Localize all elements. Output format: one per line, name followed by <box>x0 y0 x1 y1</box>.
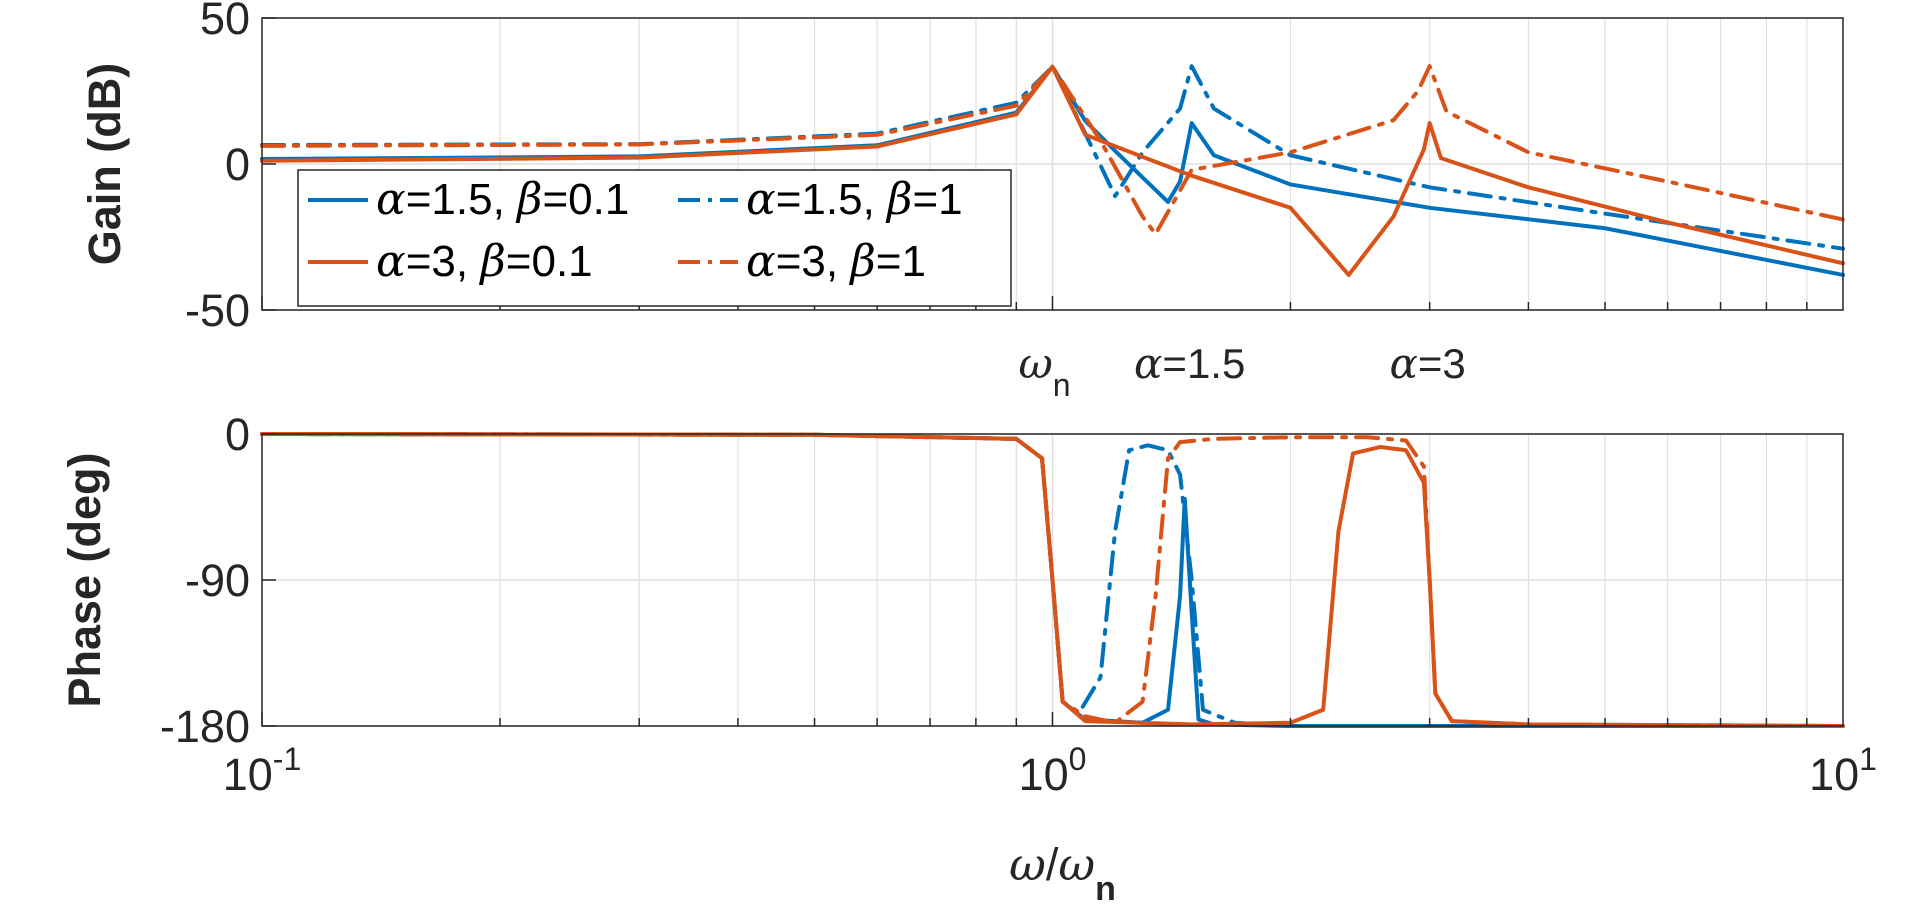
legend: α=1.5, β=0.1 α=1.5, β=1α=3, β=0.1 α=3, β=1 <box>297 169 1012 307</box>
alpha-1-5-value: =1.5 <box>1162 340 1245 387</box>
gain-y-ticks: -50 0 50 <box>185 0 1808 336</box>
gain-axes: -50 0 50 Gain (dB) <box>79 0 1845 336</box>
legend-entry-label: α=3, β=0.1 <box>376 236 593 287</box>
x-axis-omega: ω <box>1009 838 1046 891</box>
omega-n-annotation: ωn <box>1018 339 1070 403</box>
phase-y-axis-label: Phase (deg) <box>59 452 110 707</box>
x-tick-label: 101 <box>1809 741 1877 800</box>
legend-entry-label: α=3, β=1 <box>746 236 926 287</box>
alpha-1-5-annotation: α=1.5 <box>1134 339 1245 388</box>
gain-y-axis-label: Gain (dB) <box>79 63 130 265</box>
legend-beta: β <box>515 174 542 225</box>
x-tick-exponent: 0 <box>1069 741 1087 777</box>
alpha-3-value: =3 <box>1418 340 1466 387</box>
x-axis-label: ω/ωn <box>1009 838 1116 908</box>
omega-n-subscript: n <box>1053 367 1071 403</box>
legend-alpha-value: =1.5, <box>406 175 517 224</box>
legend-beta: β <box>848 236 875 287</box>
phase-y-ticks: -180 -90 0 <box>160 409 1808 752</box>
legend-alpha-value: =3, <box>776 237 851 286</box>
legend-alpha-value: =1.5, <box>776 175 887 224</box>
omega-n-greek: ω <box>1018 339 1052 388</box>
x-tick-exponent: 1 <box>1859 741 1877 777</box>
alpha-3-greek: α <box>1390 339 1418 388</box>
y-tick-label: -50 <box>185 285 250 336</box>
x-tick-base: 10 <box>1019 749 1069 800</box>
legend-beta: β <box>478 236 505 287</box>
x-axis-slash: / <box>1046 839 1059 890</box>
x-axis-subscript: n <box>1095 870 1116 908</box>
legend-alpha-value: =3, <box>406 237 481 286</box>
series-line-3 <box>260 64 1845 237</box>
phase-curves <box>260 432 1845 728</box>
legend-beta-value: =0.1 <box>542 175 629 224</box>
legend-box <box>297 169 1012 307</box>
legend-beta-value: =1 <box>912 175 962 224</box>
series-line-2 <box>260 64 1845 277</box>
legend-alpha: α <box>376 236 406 287</box>
series-line-3 <box>260 432 1845 728</box>
alpha-1-5-greek: α <box>1134 339 1162 388</box>
legend-beta-value: =1 <box>876 237 926 286</box>
y-tick-label: 0 <box>225 139 250 190</box>
legend-beta-value: =0.1 <box>506 237 593 286</box>
y-tick-label: 50 <box>200 0 250 44</box>
legend-entry-label: α=1.5, β=0.1 <box>376 174 629 225</box>
x-tick-label: 10-1 <box>223 741 302 800</box>
annotations: ωn α=1.5 α=3 <box>1018 339 1465 403</box>
alpha-3-annotation: α=3 <box>1390 339 1466 388</box>
legend-beta: β <box>885 174 912 225</box>
x-tick-base: 10 <box>1809 749 1859 800</box>
x-tick-base: 10 <box>223 749 273 800</box>
x-axis-omega-n: ω <box>1058 838 1095 891</box>
phase-x-ticks: 10-1 100 101 <box>223 741 1877 800</box>
legend-alpha: α <box>746 174 776 225</box>
y-tick-label: -180 <box>160 701 250 752</box>
legend-alpha: α <box>746 236 776 287</box>
x-tick-label: 100 <box>1019 741 1087 800</box>
legend-alpha: α <box>376 174 406 225</box>
phase-axes: -180-900 10-1 100 101 Phase (deg) ω/ωn <box>59 409 1877 908</box>
legend-entry-label: α=1.5, β=1 <box>746 174 963 225</box>
x-tick-exponent: -1 <box>273 741 301 777</box>
y-tick-label: 0 <box>225 409 250 460</box>
y-tick-label: -90 <box>185 555 250 606</box>
gain-curves <box>260 64 1845 277</box>
